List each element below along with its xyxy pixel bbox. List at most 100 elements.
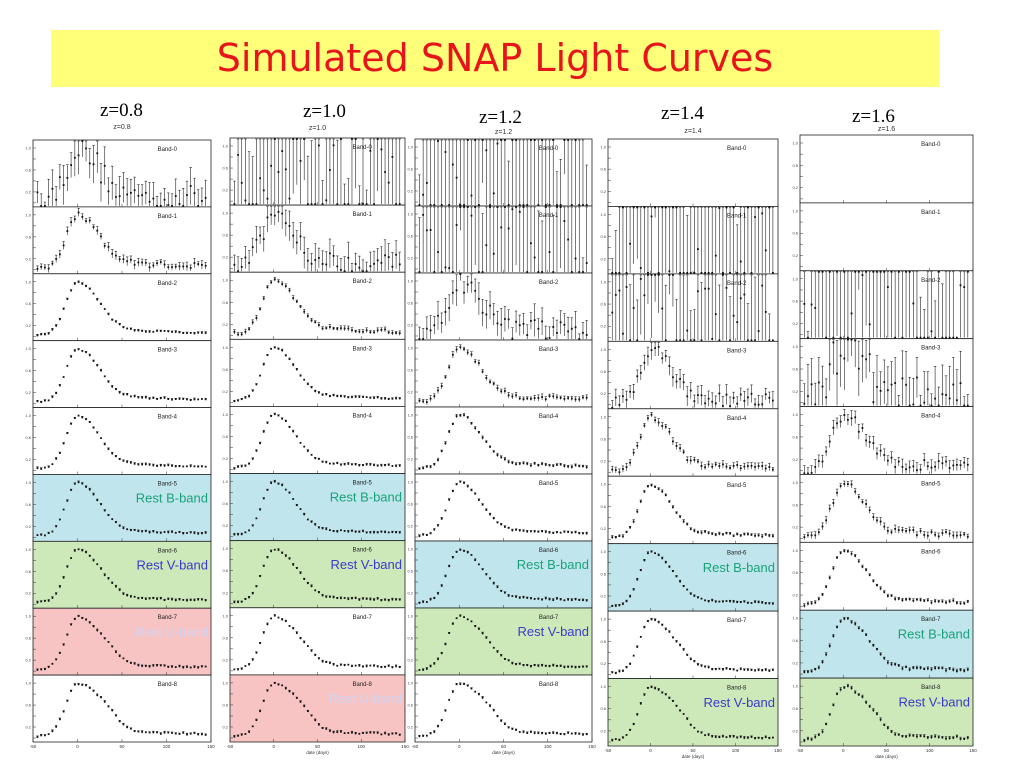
y-tick-label: 0.6	[600, 369, 606, 374]
data-point	[332, 462, 335, 465]
data-point	[700, 531, 703, 534]
data-point	[92, 625, 95, 628]
data-point	[570, 204, 573, 206]
x-tick-label: 50	[119, 744, 125, 749]
data-point	[772, 535, 774, 537]
data-point	[171, 598, 173, 601]
data-point	[772, 602, 774, 605]
data-point	[697, 531, 699, 534]
data-point	[92, 559, 95, 562]
data-point	[530, 464, 532, 467]
data-point	[693, 529, 696, 532]
data-point	[88, 219, 91, 222]
data-point	[477, 271, 480, 273]
data-point	[704, 402, 706, 405]
data-point	[422, 668, 425, 671]
data-point	[174, 465, 177, 468]
band-label: Band-4	[727, 416, 747, 422]
data-point	[515, 463, 517, 466]
data-point	[321, 263, 324, 265]
data-point	[422, 193, 425, 196]
data-point	[299, 700, 302, 703]
y-tick-label: 0.6	[25, 234, 31, 239]
data-point	[58, 518, 61, 521]
data-point	[485, 573, 488, 576]
data-point	[373, 331, 375, 334]
band-label: Band-8	[158, 682, 178, 688]
data-point	[500, 590, 503, 592]
data-point	[570, 465, 573, 468]
data-point	[347, 327, 350, 330]
data-point	[761, 601, 764, 604]
data-point	[270, 213, 273, 216]
data-point	[122, 186, 125, 189]
data-point	[504, 390, 506, 392]
data-point	[448, 204, 451, 206]
data-point	[729, 271, 731, 274]
data-point	[650, 618, 653, 621]
data-point	[768, 206, 771, 209]
data-point	[384, 732, 386, 735]
data-point	[251, 725, 254, 728]
y-tick-label: 0.6	[600, 504, 606, 509]
y-tick-label: 0.6	[222, 568, 228, 573]
data-point	[496, 650, 499, 653]
data-point	[137, 530, 140, 532]
data-point	[477, 431, 480, 434]
data-point	[518, 324, 521, 327]
data-point	[262, 700, 265, 702]
y-tick-label: 0.2	[407, 256, 413, 261]
data-point	[444, 575, 447, 578]
data-point	[240, 667, 243, 670]
data-point	[340, 268, 342, 271]
data-point	[474, 206, 477, 208]
data-point	[451, 556, 454, 559]
data-point	[481, 139, 484, 141]
data-point	[570, 271, 573, 273]
data-point	[197, 465, 200, 468]
data-point	[466, 206, 469, 208]
y-tick-label: 1.0	[600, 279, 606, 284]
data-point	[58, 384, 61, 387]
data-point	[470, 353, 473, 356]
data-point	[530, 731, 532, 733]
y-tick-label: 1.0	[407, 279, 413, 284]
y-tick-label: 0.6	[25, 502, 31, 507]
data-point	[650, 484, 653, 487]
data-point	[463, 291, 465, 294]
data-point	[174, 531, 177, 534]
data-point	[448, 698, 451, 701]
data-point	[36, 334, 39, 337]
data-point	[310, 585, 313, 588]
data-point	[347, 663, 350, 666]
data-point	[314, 457, 317, 460]
data-point	[171, 731, 173, 734]
data-point	[578, 338, 581, 340]
panel-frame	[414, 272, 593, 341]
data-point	[325, 528, 328, 530]
band-label: Band-3	[727, 348, 747, 354]
data-point	[679, 339, 681, 342]
band-panel: 0.20.61.0 Band-0	[222, 137, 406, 206]
data-point	[126, 594, 129, 597]
data-point	[156, 204, 158, 207]
data-point	[563, 323, 566, 326]
data-point	[266, 286, 269, 289]
y-tick-label: 0.6	[222, 166, 228, 171]
data-point	[148, 731, 151, 734]
data-point	[533, 319, 536, 322]
data-point	[391, 331, 394, 334]
data-point	[182, 731, 185, 734]
data-point	[201, 200, 203, 202]
data-point	[51, 730, 54, 732]
data-point	[376, 329, 379, 332]
data-point	[92, 360, 95, 362]
data-point	[629, 390, 631, 393]
data-point	[437, 251, 439, 253]
data-point	[204, 398, 207, 401]
data-point	[552, 271, 555, 273]
data-point	[299, 441, 302, 444]
data-point	[559, 733, 562, 735]
data-point	[365, 396, 368, 399]
data-point	[193, 666, 196, 668]
